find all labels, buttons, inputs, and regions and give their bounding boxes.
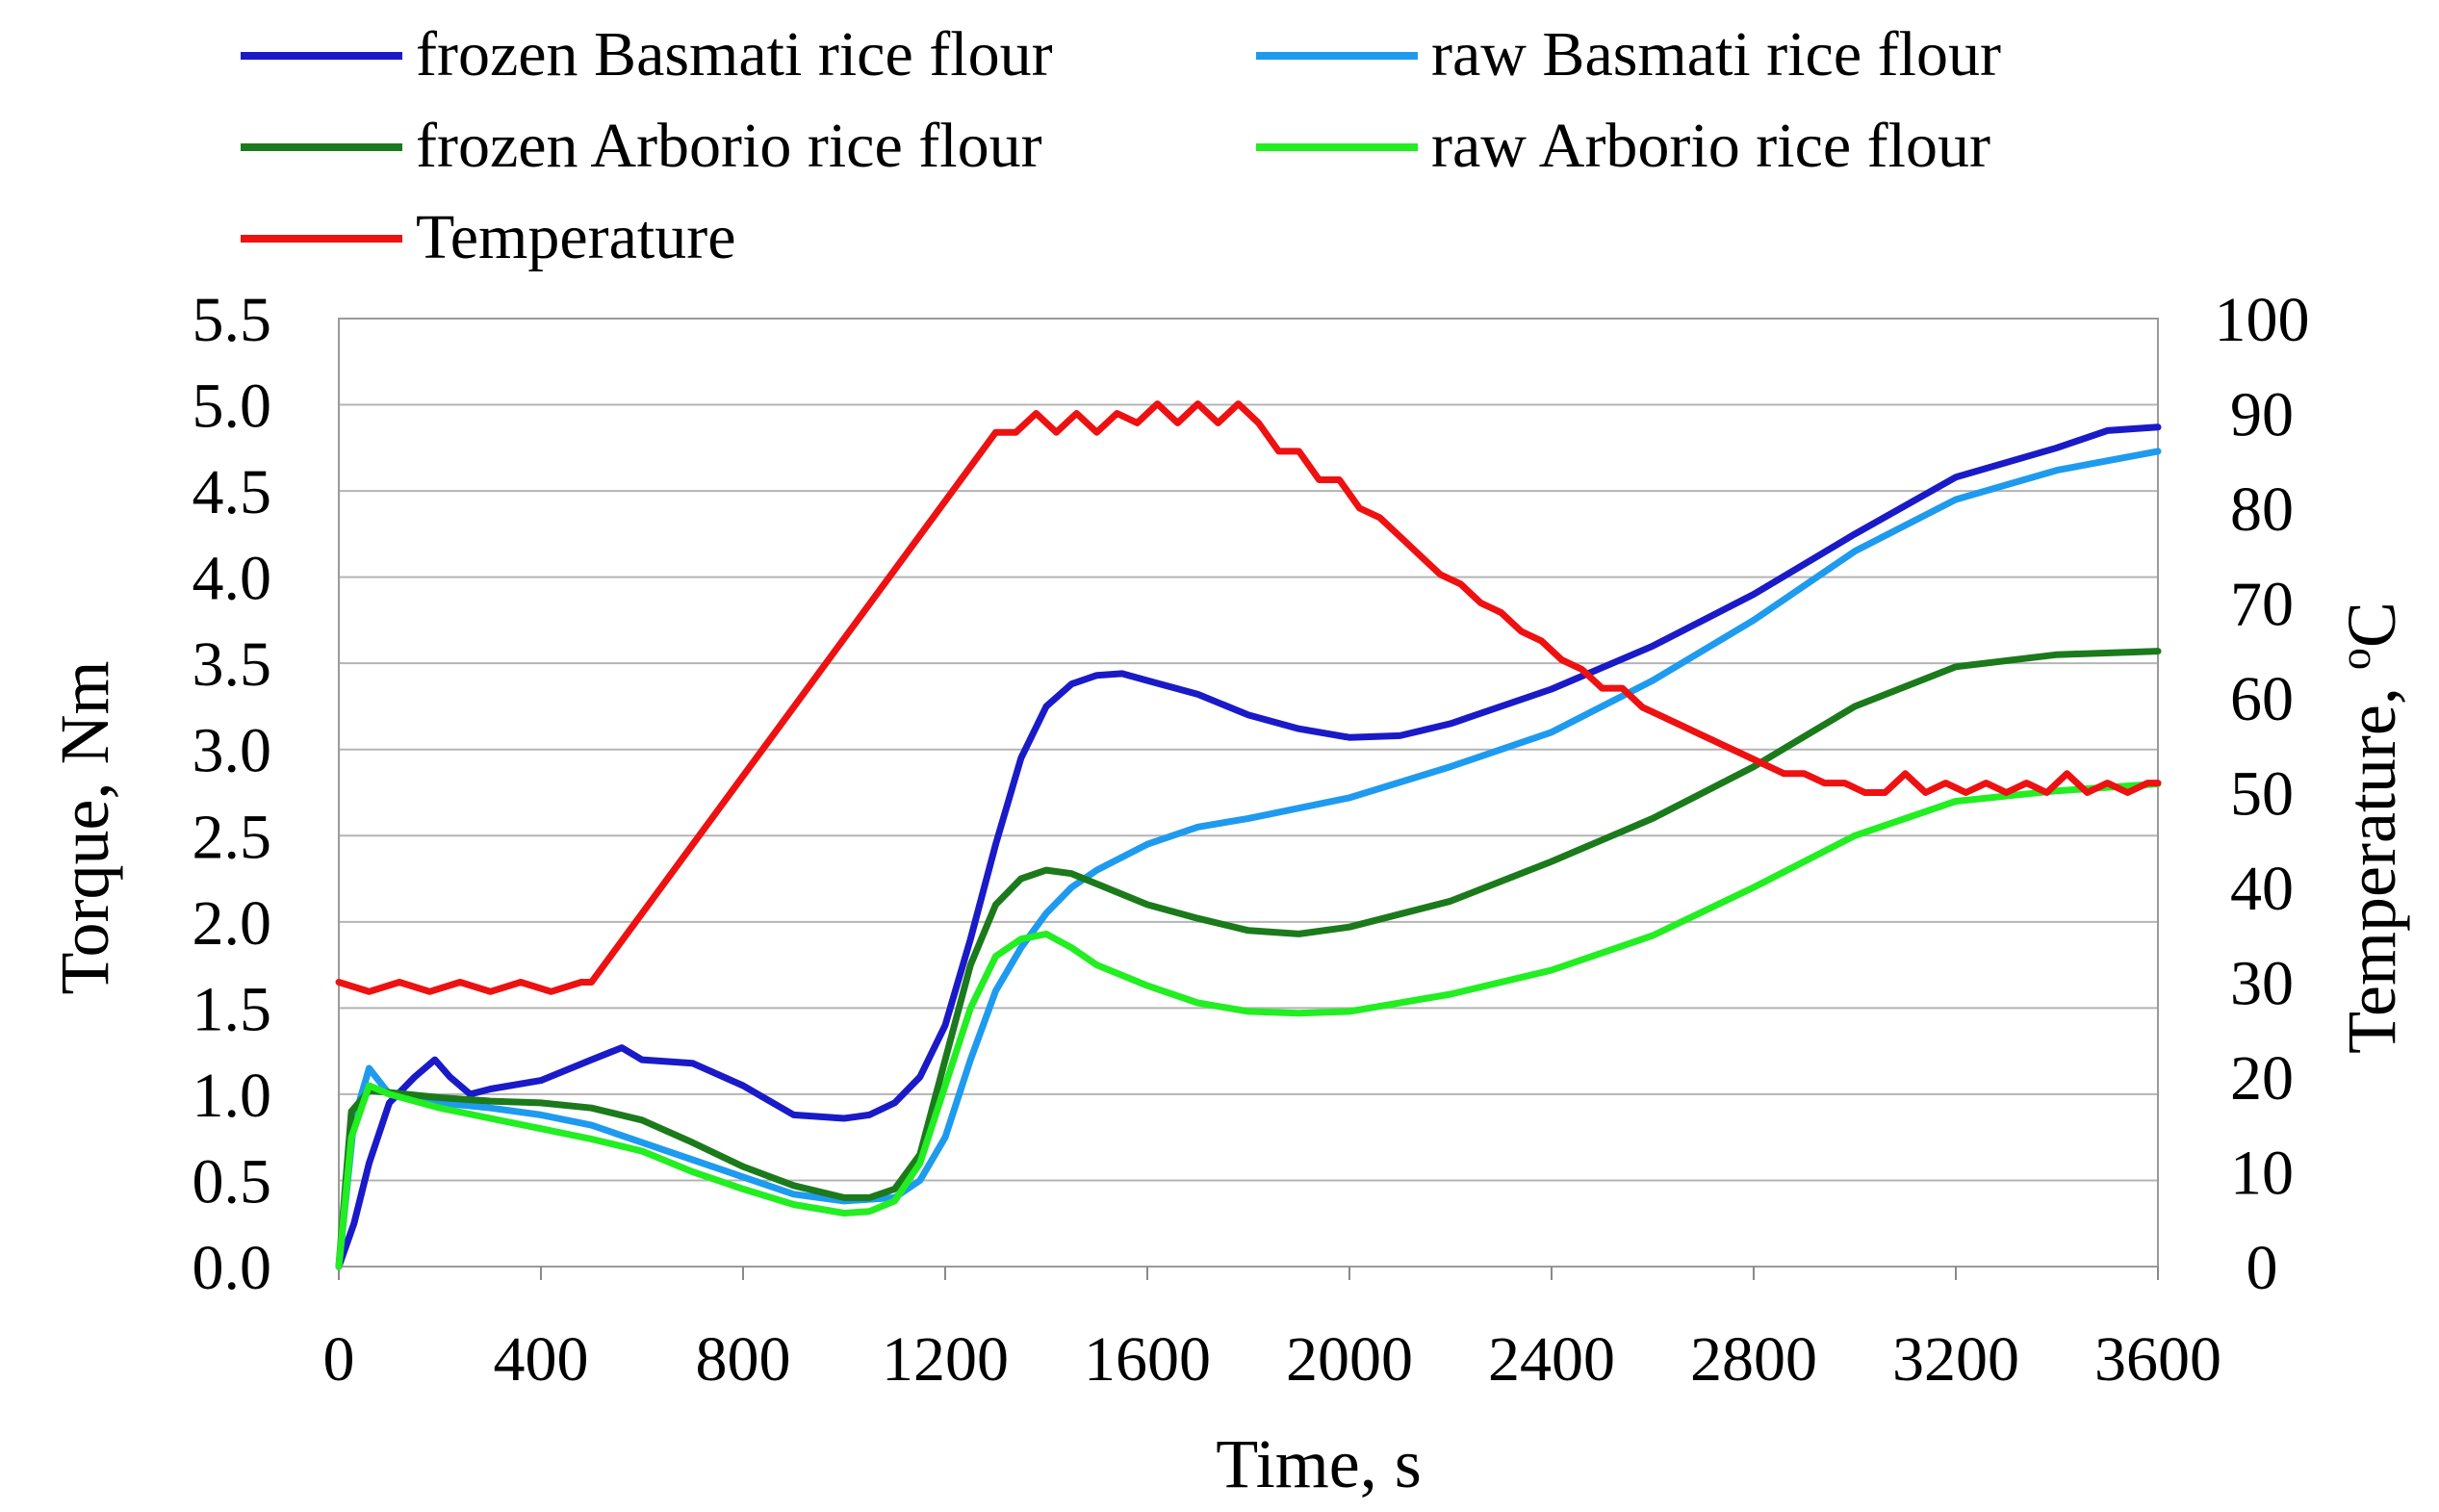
- x-tick-label: 1200: [882, 1324, 1009, 1395]
- y-left-tick-label: 5.0: [193, 372, 272, 442]
- y-axis-right-title: Temperature, oC: [2330, 602, 2410, 1054]
- x-tick-label: 2000: [1286, 1324, 1413, 1395]
- x-tick-label: 2800: [1690, 1324, 1817, 1395]
- y-axis-left: 0.0 0.5 1.0 1.5 2.0 2.5 3.0 3.5 4.0 4.5 5.0 5.5: [193, 285, 272, 1303]
- series: [335, 400, 2162, 1270]
- y-right-tick-label: 90: [2230, 380, 2294, 450]
- legend-label-raw-basmati: raw Basmati rice flour: [1431, 19, 2001, 90]
- legend: frozen Basmati rice flour raw Basmati ri…: [241, 19, 2001, 272]
- y-axis-right-title-degree: o: [2330, 648, 2379, 670]
- y-axis-right: 0 10 20 30 40 50 60 70 80 90 100: [2215, 285, 2310, 1303]
- series-line-frozen-basmati-rice-flour: [335, 423, 2162, 1270]
- y-right-tick-label: 80: [2230, 474, 2294, 545]
- y-left-tick-label: 2.5: [193, 802, 272, 872]
- y-left-tick-label: 4.5: [193, 457, 272, 527]
- y-right-tick-label: 70: [2230, 570, 2294, 640]
- y-left-tick-label: 3.0: [193, 716, 272, 786]
- x-axis: 0 400 800 1200 1600 2000 2400 2800 3200 3600: [323, 1267, 2221, 1395]
- y-axis-right-title-unit: C: [2333, 602, 2410, 648]
- legend-label-temperature: Temperature: [416, 202, 736, 272]
- y-axis-left-title: Torque, Nm: [46, 661, 123, 995]
- x-tick-label: 0: [323, 1324, 355, 1395]
- x-axis-title: Time, s: [1216, 1425, 1421, 1502]
- x-tick-label: 2400: [1488, 1324, 1615, 1395]
- y-left-tick-label: 5.5: [193, 285, 272, 355]
- legend-label-raw-arborio: raw Arborio rice flour: [1431, 111, 1990, 181]
- plot-area: [338, 318, 2159, 1268]
- legend-label-frozen-arborio: frozen Arborio rice flour: [416, 111, 1042, 181]
- y-left-tick-label: 3.5: [193, 629, 272, 700]
- series-line-temperature: [335, 400, 2162, 995]
- y-right-tick-label: 60: [2230, 664, 2294, 734]
- y-left-tick-label: 1.5: [193, 974, 272, 1044]
- x-tick-label: 1600: [1084, 1324, 1211, 1395]
- legend-label-frozen-basmati: frozen Basmati rice flour: [416, 19, 1053, 90]
- y-right-tick-label: 20: [2230, 1043, 2294, 1114]
- y-right-tick-label: 10: [2230, 1139, 2294, 1209]
- y-right-tick-label: 40: [2230, 854, 2294, 924]
- series-line-frozen-arborio-rice-flour: [335, 648, 2162, 1270]
- y-right-tick-label: 0: [2246, 1233, 2278, 1303]
- series-line-raw-arborio-rice-flour: [335, 781, 2162, 1270]
- y-left-tick-label: 0.5: [193, 1146, 272, 1217]
- y-left-tick-label: 2.0: [193, 888, 272, 959]
- y-left-tick-label: 4.0: [193, 544, 272, 614]
- y-left-tick-label: 0.0: [193, 1233, 272, 1303]
- y-right-tick-label: 50: [2230, 759, 2294, 830]
- y-right-tick-label: 30: [2230, 949, 2294, 1019]
- series-line-raw-basmati-rice-flour: [335, 448, 2162, 1270]
- y-left-tick-label: 1.0: [193, 1061, 272, 1131]
- x-tick-label: 3200: [1892, 1324, 2019, 1395]
- y-axis-right-title-main: Temperature,: [2333, 670, 2410, 1054]
- x-tick-label: 400: [494, 1324, 589, 1395]
- x-tick-label: 3600: [2094, 1324, 2221, 1395]
- x-tick-label: 800: [696, 1324, 791, 1395]
- y-right-tick-label: 100: [2215, 285, 2310, 355]
